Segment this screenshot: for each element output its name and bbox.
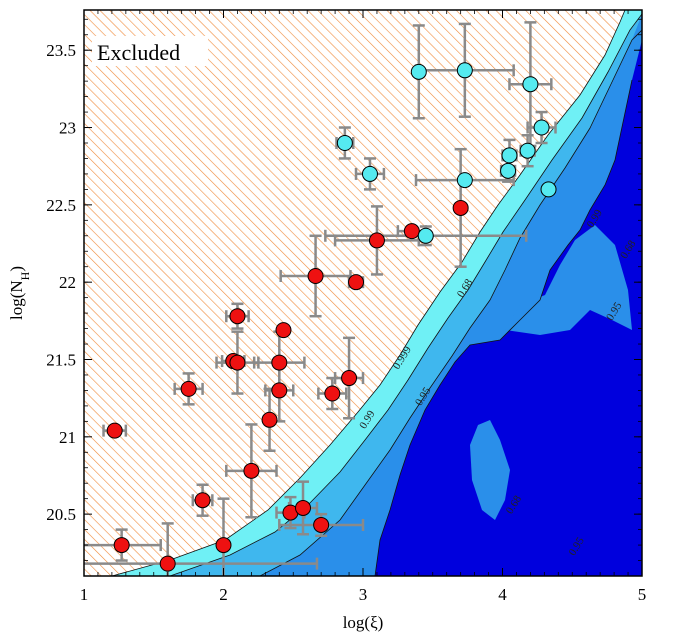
red-data-point: [261, 411, 278, 428]
red-data-point: [307, 267, 324, 284]
red-data-point: [275, 322, 292, 339]
markers: [106, 62, 557, 572]
cyan-data-point: [361, 165, 378, 182]
red-data-point: [341, 370, 358, 387]
cyan-data-point: [533, 119, 550, 136]
cyan-data-point: [501, 147, 518, 164]
y-tick-label: 22: [59, 273, 76, 292]
red-data-point: [180, 380, 197, 397]
annotation-background: [92, 36, 208, 66]
cyan-data-point: [336, 134, 353, 151]
red-data-point: [113, 537, 130, 554]
red-data-point: [271, 382, 288, 399]
x-tick-label: 4: [498, 585, 507, 604]
red-data-point: [403, 223, 420, 240]
x-tick-label: 2: [219, 585, 228, 604]
red-data-point: [106, 422, 123, 439]
contour-line-068: [374, 79, 633, 576]
confidence-island-068-bottom: [470, 420, 510, 520]
y-tick-label: 21: [59, 428, 76, 447]
x-tick-label: 1: [80, 585, 89, 604]
red-data-point: [348, 274, 365, 291]
red-data-point: [368, 232, 385, 249]
y-axis-title: log(NH): [7, 266, 32, 320]
excluded-region: [84, 10, 625, 576]
red-data-point: [215, 537, 232, 554]
red-data-point: [313, 516, 330, 533]
red-data-point: [452, 199, 469, 216]
red-data-point: [243, 462, 260, 479]
x-tick-label: 5: [638, 585, 647, 604]
red-data-point: [229, 354, 246, 371]
cyan-data-point: [456, 172, 473, 189]
y-tick-label: 22.5: [46, 196, 76, 215]
y-tick-label: 21.5: [46, 350, 76, 369]
cyan-data-point: [410, 63, 427, 80]
x-tick-label: 3: [359, 585, 368, 604]
red-data-point: [229, 308, 246, 325]
y-tick-label: 23: [59, 119, 76, 138]
cyan-data-point: [522, 76, 539, 93]
cyan-data-point: [500, 162, 517, 179]
red-data-point: [324, 385, 341, 402]
cyan-data-point: [417, 227, 434, 244]
red-data-point: [295, 499, 312, 516]
y-tick-label: 23.5: [46, 41, 76, 60]
x-axis-title: log(ξ): [343, 613, 384, 632]
red-data-point: [194, 492, 211, 509]
y-tick-label: 20.5: [46, 505, 76, 524]
cyan-data-point: [519, 142, 536, 159]
confidence-island-095: [505, 225, 632, 335]
cyan-data-point: [456, 62, 473, 79]
red-data-point: [271, 354, 288, 371]
cyan-data-point: [540, 181, 557, 198]
red-data-point: [159, 555, 176, 572]
contour-line-0999: [111, 10, 626, 576]
confidence-island-068-right: [560, 360, 625, 560]
excluded-annotation: Excluded: [97, 40, 180, 65]
contour-line-095: [259, 29, 642, 576]
